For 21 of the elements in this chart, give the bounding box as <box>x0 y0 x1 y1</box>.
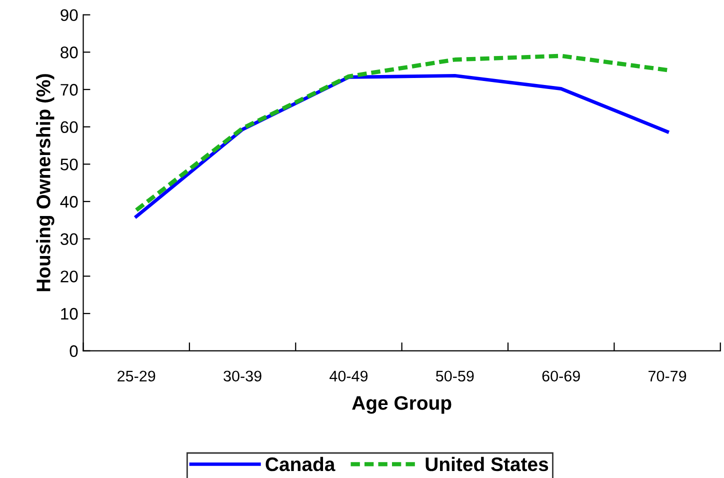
legend-label: United States <box>426 456 548 472</box>
x-axis-title: Age Group <box>352 396 452 414</box>
x-tick-label: 70-79 <box>648 370 686 382</box>
y-tick-label: 10 <box>61 308 78 320</box>
line-series <box>134 54 670 212</box>
y-tick-label: 40 <box>60 196 78 208</box>
y-tick-label: 90 <box>60 9 78 22</box>
y-tick-label: 70 <box>60 84 78 96</box>
y-tick-label: 0 <box>70 345 78 358</box>
x-tick-label: 25-29 <box>118 370 156 382</box>
x-tick-label: 60-69 <box>542 370 580 382</box>
y-tick-label: 80 <box>60 46 78 58</box>
y-tick-label: 20 <box>60 270 78 282</box>
y-axis-title: Housing Ownership (%) <box>36 74 54 292</box>
x-tick-label: 40-49 <box>330 370 368 382</box>
y-tick-label: 60 <box>60 121 78 134</box>
legend-label: Canada <box>266 456 336 472</box>
y-tick-label: 50 <box>60 158 78 170</box>
y-tick-label: 30 <box>60 233 78 246</box>
x-tick-label: 50-59 <box>436 370 474 382</box>
x-tick-label: 30-39 <box>224 370 262 382</box>
